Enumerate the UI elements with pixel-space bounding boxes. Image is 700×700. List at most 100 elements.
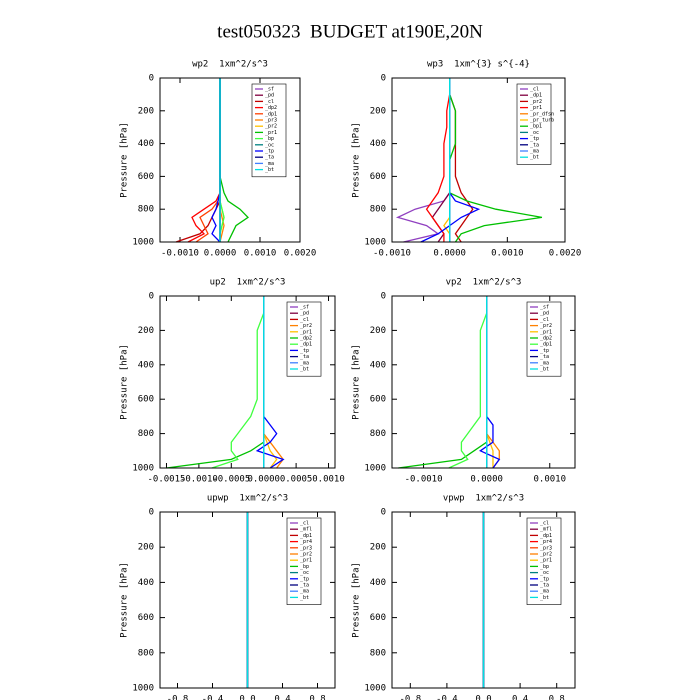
x-tick-label: 0.0020	[549, 249, 582, 259]
legend-label: _bt	[300, 595, 309, 601]
profile-line	[425, 78, 451, 242]
legend-label: _ma	[265, 161, 274, 167]
legend-label: _bp1	[530, 124, 542, 130]
x-tick-label: -0.8	[399, 695, 421, 700]
legend-label: _oc	[300, 570, 309, 576]
legend-label: _ma	[300, 360, 309, 366]
y-axis-label: Pressure [hPa]	[120, 122, 130, 198]
legend-label: _dp2	[540, 336, 552, 342]
plot-frame	[391, 295, 576, 469]
legend-label: _oc	[265, 142, 274, 148]
y-axis-label: Pressure [hPa]	[352, 122, 362, 198]
x-tick-label: 0.8	[549, 695, 565, 700]
panel-title: vp2 1xm^2/s^3	[446, 278, 522, 288]
y-tick-label: 200	[138, 106, 154, 116]
legend-label: _sf	[265, 87, 274, 93]
legend-label: _bp	[540, 564, 549, 570]
legend-label: _dp2	[265, 105, 277, 111]
y-tick-label: 800	[370, 648, 386, 658]
legend-label: _oc	[540, 570, 549, 576]
legend-label: _ta	[265, 155, 274, 161]
legend-label: _pr2	[300, 323, 312, 329]
y-tick-label: 800	[138, 205, 154, 215]
x-tick-label: -0.4	[202, 695, 224, 700]
x-tick-label: -0.0010	[161, 249, 199, 259]
x-tick-label: 0.4	[274, 695, 290, 700]
legend-label: _dp1	[540, 533, 552, 539]
x-tick-label: 0.0	[475, 695, 491, 700]
legend-label: _ma	[300, 589, 309, 595]
legend-label: _sf	[300, 305, 309, 311]
y-axis-label: Pressure [hPa]	[120, 344, 130, 420]
y-axis-label: Pressure [hPa]	[120, 562, 130, 638]
y-tick-label: 800	[138, 648, 154, 658]
legend-box	[286, 517, 322, 605]
y-tick-label: 1000	[364, 464, 386, 474]
x-tick-label: 0.0000	[204, 249, 237, 259]
x-tick-label: 0.8	[309, 695, 325, 700]
legend-label: _pr3	[540, 545, 552, 551]
y-tick-label: 200	[370, 543, 386, 553]
panel-title: wp2 1xm^2/s^3	[192, 60, 268, 70]
y-tick-label: 0	[381, 508, 386, 518]
profile-line	[211, 296, 265, 469]
profile-line	[187, 78, 221, 243]
y-tick-label: 1000	[364, 684, 386, 694]
y-tick-label: 0	[149, 508, 154, 518]
legend-label: _dp1	[540, 342, 552, 348]
plot-frame	[159, 295, 336, 469]
legend-label: _ta	[540, 354, 549, 360]
legend-label: _cl	[530, 87, 539, 93]
legend-label: _dp1	[300, 342, 312, 348]
x-tick-label: 0.0005	[280, 475, 313, 485]
y-axis-label: Pressure [hPa]	[352, 344, 362, 420]
x-tick-label: -0.0010	[405, 475, 443, 485]
y-tick-label: 400	[138, 139, 154, 149]
legend-label: _tp	[300, 576, 309, 582]
y-tick-label: 600	[138, 395, 154, 405]
profile-line	[448, 296, 488, 469]
legend-label: _pr3	[265, 118, 277, 124]
x-tick-label: -0.4	[436, 695, 458, 700]
legend-label: _tp	[540, 576, 549, 582]
legend-label: _ma	[530, 149, 539, 155]
y-tick-label: 1000	[132, 238, 154, 248]
panel-title: wp3 1xm^{3} s^{-4}	[427, 60, 530, 70]
profile-line	[395, 78, 451, 243]
profile-line	[398, 296, 488, 469]
y-axis-label: Pressure [hPa]	[352, 562, 362, 638]
legend-label: _tp	[540, 348, 549, 354]
legend-label: _tp	[300, 348, 309, 354]
legend-label: _pr2	[265, 124, 277, 130]
profile-line	[175, 78, 221, 243]
legend-label: _pd	[265, 93, 274, 99]
y-tick-label: 0	[381, 74, 386, 84]
legend-label: _pr2	[300, 552, 312, 558]
y-tick-label: 800	[138, 429, 154, 439]
legend-box	[526, 301, 562, 377]
panel-title: upwp 1xm^2/s^3	[207, 494, 288, 504]
legend-label: _pr1	[540, 329, 552, 335]
legend-label: _ta	[540, 583, 549, 589]
x-tick-label: 0.0	[239, 695, 255, 700]
legend-label: _cl	[540, 317, 549, 323]
x-tick-label: 0.0020	[284, 249, 317, 259]
x-tick-label: 0.0000	[470, 475, 503, 485]
legend-label: _bp	[265, 136, 274, 142]
y-tick-label: 400	[370, 360, 386, 370]
legend-label: _cl	[300, 521, 309, 527]
legend-label: _pr1	[300, 329, 312, 335]
x-tick-label: 0.4	[512, 695, 528, 700]
legend-label: _ta	[530, 142, 539, 148]
y-tick-label: 600	[138, 613, 154, 623]
panel-title: vpwp 1xm^2/s^3	[443, 494, 524, 504]
y-tick-label: 600	[370, 172, 386, 182]
legend-label: _mfl	[540, 527, 552, 533]
legend-label: _pr1	[540, 558, 552, 564]
legend-label: _dp1	[530, 93, 542, 99]
panel-title: up2 1xm^2/s^3	[210, 278, 286, 288]
legend-label: _dp1	[265, 111, 277, 117]
y-tick-label: 400	[370, 578, 386, 588]
legend-label: _pr1	[300, 558, 312, 564]
legend-label: _dp2	[300, 336, 312, 342]
